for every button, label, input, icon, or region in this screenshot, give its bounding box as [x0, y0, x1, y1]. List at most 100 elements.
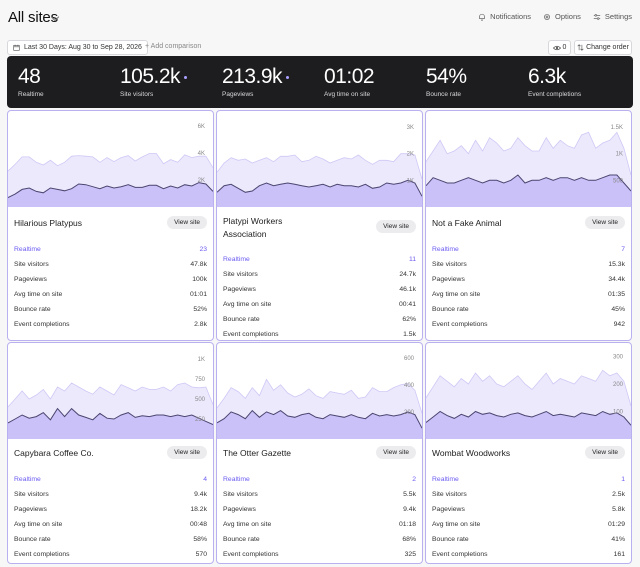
site-card[interactable]: 6K 4K 2K Hilarious Platypus View site Realtim… [7, 110, 214, 341]
site-name[interactable]: Hilarious Platypus [14, 218, 83, 228]
metric-label: Site visitors [14, 261, 49, 268]
metric-value: 5.5k [403, 491, 416, 498]
metric-value: 01:35 [607, 291, 625, 298]
y-tick-label: 2K [198, 178, 205, 184]
notifications-label: Notifications [490, 12, 532, 21]
metric-row: Realtime 7 [426, 242, 631, 257]
view-site-button[interactable]: View site [167, 446, 207, 459]
y-tick-label: 200 [404, 410, 415, 416]
metric-value: 18.2k [190, 506, 207, 513]
metric-row: Pageviews 34.4k [426, 272, 631, 287]
visitors-line [426, 174, 631, 192]
y-tick-label: 200 [613, 382, 624, 388]
metric-label: Event completions [14, 321, 70, 328]
view-site-button[interactable]: View site [376, 446, 416, 459]
date-range-button[interactable]: Last 30 Days: Aug 30 to Sep 28, 2026 [7, 40, 148, 55]
y-tick-label: 100 [613, 410, 624, 416]
metric-value: 00:41 [398, 301, 416, 308]
view-site-button[interactable]: View site [585, 446, 625, 459]
page-title[interactable]: All sites [8, 9, 58, 26]
metric-row: Event completions 570 [8, 547, 213, 562]
metric-value: 24.7k [399, 271, 416, 278]
site-name[interactable]: Wombat Woodworks [432, 448, 511, 458]
metric-value: 1.5k [403, 331, 416, 338]
metric-row: Bounce rate 52% [8, 302, 213, 317]
metric-row: Avg time on site 00:41 [217, 297, 422, 312]
summary-label: Event completions [528, 91, 582, 98]
site-chart: 1.5K 1K 500 [426, 111, 631, 211]
metric-row: Site visitors 24.7k [217, 267, 422, 282]
site-card[interactable]: 3K 2K 1K Platypi Workers Association View si… [216, 110, 423, 341]
metric-row: Realtime 1 [426, 472, 631, 487]
y-tick-label: 400 [404, 383, 415, 389]
metric-label: Site visitors [432, 261, 467, 268]
site-metrics: Realtime 1 Site visitors 2.5k Pageviews 5.8k A… [426, 472, 631, 562]
metric-label: Avg time on site [432, 291, 481, 298]
visitors-area [217, 410, 422, 439]
metric-row: Bounce rate 68% [217, 532, 422, 547]
metric-value: 5.8k [612, 506, 625, 513]
metric-row: Bounce rate 62% [217, 312, 422, 327]
visitors-line [217, 409, 422, 429]
metric-label: Pageviews [223, 286, 256, 293]
sort-icon [577, 44, 584, 51]
settings-label: Settings [604, 12, 632, 21]
metric-label: Pageviews [223, 506, 256, 513]
summary-event-completions: 6.3k Event completions [528, 65, 581, 98]
pageviews-line [426, 131, 631, 176]
visitors-area [217, 180, 422, 207]
y-tick-label: 1K [198, 357, 205, 363]
summary-value: 6.3k [528, 65, 566, 88]
site-metrics: Realtime 23 Site visitors 47.8k Pageviews 100… [8, 242, 213, 332]
metric-label: Bounce rate [432, 306, 469, 313]
y-tick-label: 1.5K [611, 125, 623, 131]
metric-label: Pageviews [14, 276, 47, 283]
summary-label: Site visitors [120, 91, 154, 98]
options-button[interactable]: Options [543, 12, 581, 21]
view-site-button[interactable]: View site [585, 216, 625, 229]
visibility-button[interactable]: 0 [548, 40, 571, 55]
metric-label: Avg time on site [14, 291, 63, 298]
top-bar: All sites Notifications Options Settings [0, 0, 640, 36]
site-metrics: Realtime 7 Site visitors 15.3k Pageviews 34.4… [426, 242, 631, 332]
options-label: Options [555, 12, 581, 21]
add-comparison-link[interactable]: + Add comparison [145, 43, 202, 50]
visitors-line [426, 410, 631, 426]
metric-value: 2.5k [612, 491, 625, 498]
view-site-button[interactable]: View site [167, 216, 207, 229]
y-tick-label: 6K [198, 124, 205, 130]
site-card[interactable]: 1K 750 500 250 Capybara Coffee Co. View site R… [7, 342, 214, 564]
metric-value: 325 [404, 551, 416, 558]
toolbar: Last 30 Days: Aug 30 to Sep 28, 2026 + A… [0, 40, 640, 56]
metric-row: Avg time on site 01:29 [426, 517, 631, 532]
visitors-area [8, 408, 213, 439]
metric-value: 2 [412, 476, 416, 483]
metric-label: Event completions [14, 551, 70, 558]
view-site-button[interactable]: View site [376, 220, 416, 233]
site-name[interactable]: The Otter Gazette [223, 448, 292, 458]
metric-value: 01:29 [607, 521, 625, 528]
metric-row: Site visitors 2.5k [426, 487, 631, 502]
site-card[interactable]: 1.5K 1K 500 Not a Fake Animal View site Realt… [425, 110, 632, 341]
bell-icon [479, 13, 485, 21]
site-name[interactable]: Capybara Coffee Co. [14, 448, 94, 458]
site-card[interactable]: 300 200 100 Wombat Woodworks View site Realti… [425, 342, 632, 564]
metric-value: 2.8k [194, 321, 207, 328]
notifications-button[interactable]: Notifications [478, 12, 531, 21]
metric-row: Pageviews 100k [8, 272, 213, 287]
settings-button[interactable]: Settings [593, 12, 632, 21]
site-name[interactable]: Not a Fake Animal [432, 218, 502, 228]
date-range-label: Last 30 Days: Aug 30 to Sep 28, 2026 [24, 44, 142, 51]
site-name[interactable]: Platypi Workers Association [223, 216, 283, 239]
metric-label: Realtime [223, 476, 250, 483]
y-tick-label: 1K [616, 152, 623, 158]
metric-value: 58% [193, 536, 207, 543]
metric-label: Bounce rate [432, 536, 469, 543]
metric-row: Avg time on site 01:01 [8, 287, 213, 302]
summary-avg-time: 01:02 Avg time on site [324, 65, 375, 98]
y-tick-label: 2K [407, 152, 414, 158]
metric-value: 4 [203, 476, 207, 483]
metric-row: Bounce rate 45% [426, 302, 631, 317]
site-card[interactable]: 600 400 200 The Otter Gazette View site Realt… [216, 342, 423, 564]
change-order-button[interactable]: Change order [574, 40, 632, 55]
